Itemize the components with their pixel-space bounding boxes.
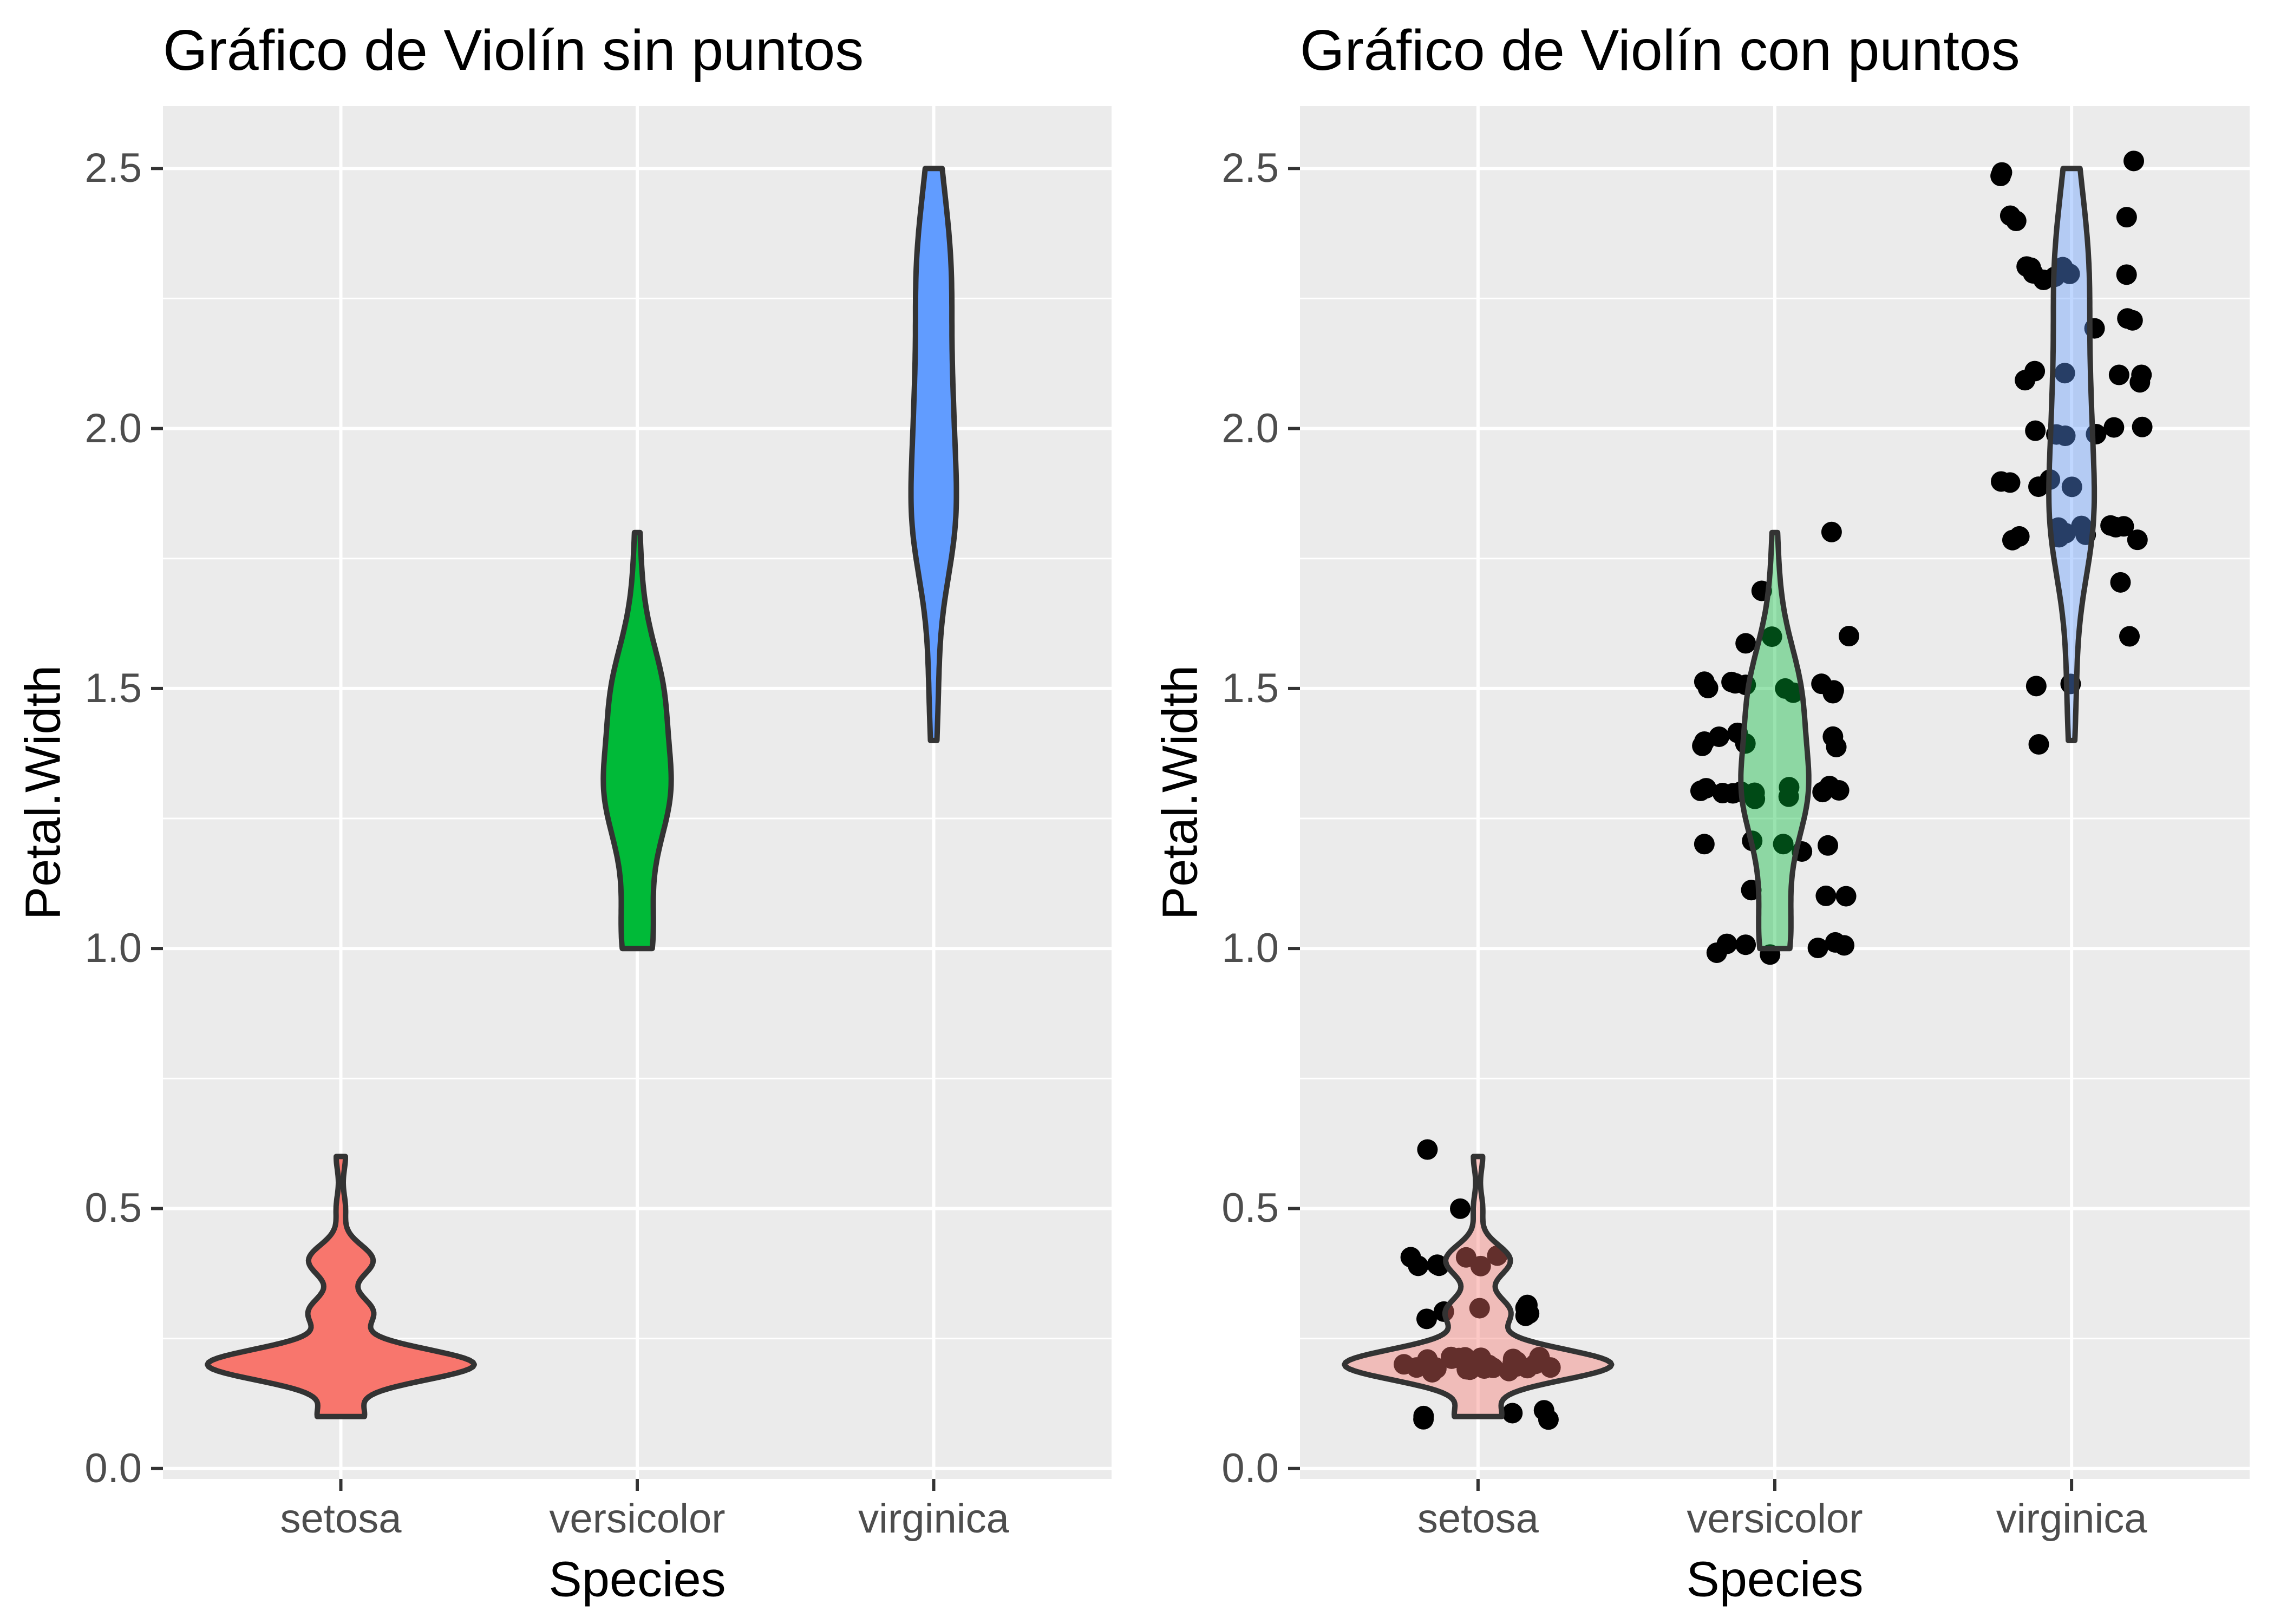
- data-point: [1394, 1354, 1415, 1375]
- data-point: [2116, 207, 2137, 228]
- y-tick-label: 0.5: [1221, 1185, 1279, 1232]
- y-tick-label: 2.5: [1221, 145, 1279, 192]
- x-tick-label-virginica: virginica: [858, 1496, 1009, 1542]
- y-tick-label: 0.5: [84, 1185, 142, 1232]
- data-point: [1450, 1198, 1471, 1219]
- data-point: [2131, 364, 2152, 385]
- data-point: [2055, 523, 2076, 544]
- left-plot-title: Gráfico de Violín sin puntos: [163, 18, 864, 82]
- data-point: [2061, 476, 2082, 497]
- data-point: [2025, 676, 2047, 697]
- x-tick-label-virginica: virginica: [1996, 1496, 2147, 1542]
- data-point: [1838, 626, 1859, 647]
- y-tick-label: 2.0: [1221, 405, 1279, 451]
- data-point: [1834, 935, 1855, 956]
- x-tick-label-setosa: setosa: [280, 1496, 402, 1542]
- data-point: [1807, 938, 1828, 959]
- y-tick-label: 1.5: [1221, 665, 1279, 711]
- x-tick-label-versicolor: versicolor: [1687, 1496, 1863, 1542]
- data-point: [2117, 308, 2138, 329]
- data-point: [1502, 1403, 1523, 1424]
- data-point: [2023, 263, 2044, 284]
- data-point: [2103, 417, 2125, 438]
- right-plot-title: Gráfico de Violín con puntos: [1300, 18, 2020, 82]
- data-point: [1530, 1350, 1551, 1371]
- violin-versicolor: [1738, 529, 1812, 952]
- y-tick-label: 2.5: [84, 145, 142, 192]
- data-point: [2110, 572, 2131, 593]
- data-point: [1694, 834, 1715, 855]
- data-point: [1478, 1354, 1499, 1376]
- y-tick-label: 2.0: [84, 405, 142, 451]
- data-point: [1735, 934, 1756, 955]
- data-point: [1822, 726, 1844, 747]
- data-point: [1991, 471, 2012, 492]
- data-point: [2024, 361, 2046, 382]
- data-point: [2132, 416, 2153, 437]
- data-point: [1417, 1349, 1438, 1370]
- y-tick-label: 0.0: [84, 1445, 142, 1491]
- y-tick-label: 1.0: [84, 925, 142, 972]
- data-point: [2116, 264, 2137, 285]
- data-point: [1819, 776, 1840, 797]
- data-point: [1692, 735, 1713, 756]
- data-point: [2108, 364, 2129, 385]
- data-point: [1815, 885, 1837, 906]
- left-x-axis-title: Species: [548, 1551, 726, 1607]
- data-point: [1538, 1409, 1559, 1430]
- data-point: [1712, 783, 1733, 804]
- data-point: [1506, 1351, 1527, 1372]
- data-point: [1515, 1305, 1536, 1326]
- data-point: [1818, 835, 1839, 856]
- data-point: [1694, 671, 1715, 692]
- y-tick-label: 0.0: [1221, 1445, 1279, 1491]
- data-point: [1775, 678, 1796, 699]
- data-point: [1773, 834, 1794, 855]
- violin-versicolor: [600, 529, 674, 952]
- y-tick-label: 1.5: [84, 665, 142, 711]
- data-point: [1441, 1346, 1462, 1367]
- data-point: [2123, 150, 2145, 172]
- data-point: [2028, 734, 2049, 755]
- data-point: [1990, 165, 2011, 186]
- data-point: [2119, 626, 2140, 647]
- violin-virginica: [2046, 166, 2097, 743]
- data-point: [1779, 777, 1800, 798]
- violin-setosa: [205, 1154, 477, 1419]
- data-point: [2113, 516, 2134, 537]
- data-point: [1413, 1405, 1434, 1426]
- data-point: [1690, 780, 1711, 801]
- x-tick-label-setosa: setosa: [1417, 1496, 1539, 1542]
- data-point: [1469, 1298, 1490, 1319]
- data-point: [1459, 1359, 1480, 1380]
- data-point: [2127, 529, 2148, 551]
- data-point: [1417, 1139, 1438, 1160]
- data-point: [1735, 633, 1756, 654]
- data-point: [1835, 886, 1857, 907]
- data-point: [1761, 626, 1782, 647]
- data-point: [2055, 425, 2076, 447]
- data-point: [1408, 1255, 1429, 1276]
- data-point: [2054, 363, 2075, 384]
- data-point: [1744, 788, 1766, 809]
- data-point: [1427, 1254, 1448, 1275]
- y-tick-label: 1.0: [1221, 925, 1279, 972]
- data-point: [2005, 211, 2027, 232]
- data-point: [2002, 529, 2023, 551]
- data-point: [1821, 521, 1842, 542]
- data-point: [1716, 933, 1737, 954]
- data-point: [1455, 1247, 1476, 1268]
- data-point: [1721, 671, 1742, 692]
- x-tick-label-versicolor: versicolor: [549, 1496, 726, 1542]
- violin-virginica: [908, 166, 959, 743]
- violin-setosa: [1342, 1154, 1615, 1419]
- data-point: [1416, 1308, 1437, 1330]
- data-point: [2025, 420, 2046, 441]
- right-x-axis-title: Species: [1686, 1551, 1864, 1607]
- data-point: [1709, 726, 1730, 747]
- data-point: [1811, 673, 1832, 695]
